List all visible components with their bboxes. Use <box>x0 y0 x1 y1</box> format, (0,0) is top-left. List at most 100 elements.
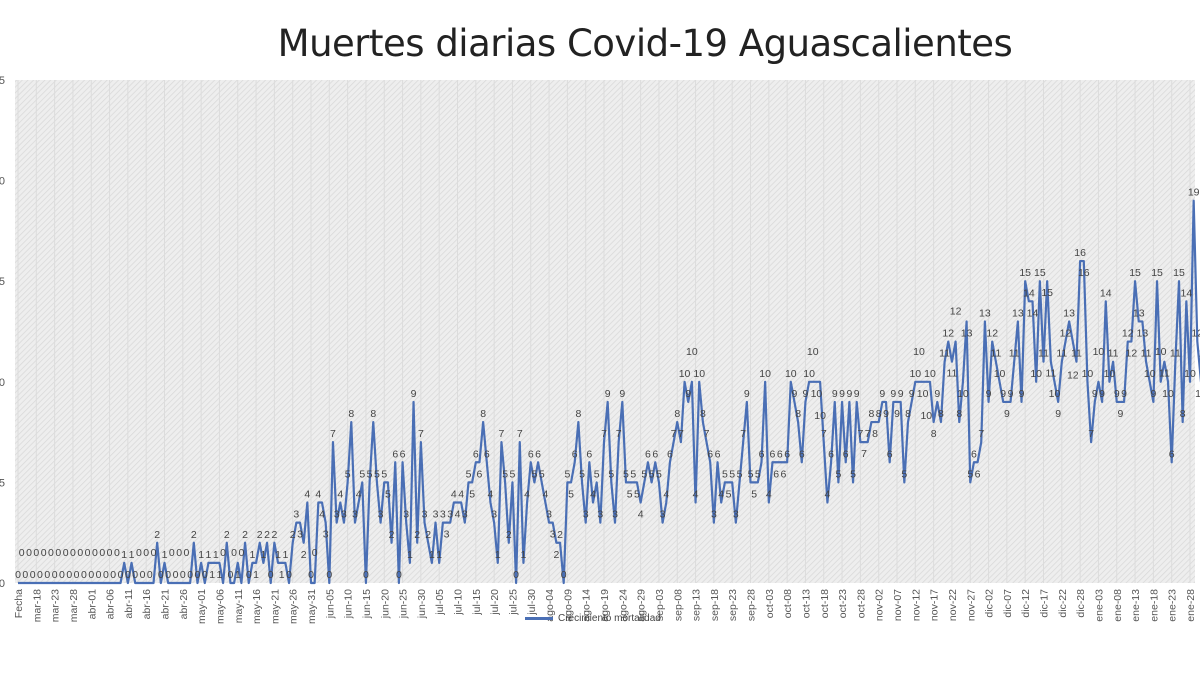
data-label: 0 <box>147 569 153 581</box>
data-label: 9 <box>411 388 417 400</box>
data-label: 1 <box>521 549 527 561</box>
data-label: 4 <box>542 489 548 501</box>
x-tick-label: ago-29 <box>636 589 648 622</box>
x-tick-label: may-01 <box>196 589 208 624</box>
data-label: 6 <box>667 448 673 460</box>
x-tick-label: jul-15 <box>471 589 483 616</box>
data-label: 9 <box>1117 408 1123 420</box>
data-label: 4 <box>524 489 530 501</box>
data-label: 4 <box>319 509 325 521</box>
data-label: 0 <box>88 569 94 581</box>
data-label: 6 <box>759 448 765 460</box>
data-label: 9 <box>1092 388 1098 400</box>
data-label: 0 <box>312 547 318 559</box>
data-label: 5 <box>469 488 475 500</box>
x-tick-label: ene-23 <box>1167 589 1179 622</box>
x-tick-label: ago-24 <box>617 589 629 622</box>
data-label: 9 <box>619 388 625 400</box>
data-label: 2 <box>154 529 160 541</box>
data-label: 0 <box>22 569 28 581</box>
data-label: 4 <box>488 489 494 501</box>
data-label: 0 <box>26 547 32 559</box>
data-label: 11 <box>1009 348 1020 360</box>
x-tick-label: dic-07 <box>1002 589 1014 618</box>
x-tick-label: nov-07 <box>892 589 904 621</box>
x-tick-label: jul-25 <box>507 589 519 616</box>
data-label: 5 <box>729 468 735 480</box>
data-label: 1 <box>429 549 435 561</box>
data-label: 13 <box>961 327 973 339</box>
data-label: 11 <box>1045 368 1056 380</box>
data-label: 6 <box>473 448 479 460</box>
data-label: 0 <box>151 547 157 559</box>
x-tick-label: abr-01 <box>86 589 98 620</box>
data-label: 1 <box>206 549 212 561</box>
data-label: 0 <box>63 547 69 559</box>
data-label: 1 <box>495 549 501 561</box>
data-label: 15 <box>1173 267 1185 279</box>
data-label: 3 <box>444 529 450 541</box>
data-label: 1 <box>282 549 288 561</box>
data-label: 9 <box>854 388 860 400</box>
x-tick-label: dic-17 <box>1039 589 1051 618</box>
data-label: 0 <box>140 569 146 581</box>
data-label: 4 <box>356 489 362 501</box>
data-label: 7 <box>978 428 984 440</box>
x-tick-label: abr-21 <box>160 589 172 620</box>
data-label: 0 <box>92 547 98 559</box>
data-label: 0 <box>187 569 193 581</box>
data-label: 0 <box>59 569 65 581</box>
data-label: 6 <box>392 448 398 460</box>
data-label: 10 <box>803 368 815 380</box>
data-label: 12 <box>1122 328 1134 340</box>
data-label: 6 <box>1169 448 1175 460</box>
x-tick-label: jun-25 <box>398 589 410 619</box>
x-tick-label: may-21 <box>269 589 281 624</box>
data-label: 5 <box>656 468 662 480</box>
x-tick-label: dic-28 <box>1075 589 1087 618</box>
data-label: 10 <box>1049 388 1061 400</box>
data-label: 5 <box>608 468 614 480</box>
data-label: 0 <box>396 569 402 581</box>
data-label: 4 <box>663 489 669 501</box>
data-label: 0 <box>308 569 314 581</box>
data-label: 5 <box>649 468 655 480</box>
data-label: 5 <box>967 468 973 480</box>
data-label: 6 <box>707 448 713 460</box>
data-label: 8 <box>575 408 581 420</box>
x-tick-label: ene-28 <box>1185 589 1197 622</box>
data-label: 5 <box>510 468 516 480</box>
data-label: 9 <box>832 388 838 400</box>
data-label: 7 <box>330 428 336 440</box>
data-label: 1 <box>121 549 127 561</box>
data-label: 11 <box>1056 348 1067 360</box>
data-label: 5 <box>502 468 508 480</box>
x-tick-label: abr-26 <box>178 589 190 620</box>
data-label: 0 <box>125 569 131 581</box>
data-label: 0 <box>173 569 179 581</box>
data-label: 6 <box>828 448 834 460</box>
data-label: 4 <box>451 489 457 501</box>
data-label: 0 <box>48 547 54 559</box>
data-label: 8 <box>905 408 911 420</box>
data-label: 15 <box>1019 267 1031 279</box>
data-label: 6 <box>586 448 592 460</box>
data-label: 9 <box>839 388 845 400</box>
data-label: 7 <box>857 428 863 440</box>
data-label: 0 <box>33 547 39 559</box>
data-label: 5 <box>901 468 907 480</box>
data-label: 4 <box>590 489 596 501</box>
x-tick-label: dic-22 <box>1057 589 1069 618</box>
x-tick-label: abr-16 <box>141 589 153 620</box>
data-label: 2 <box>290 529 296 541</box>
x-tick-label: jun-05 <box>324 589 336 619</box>
data-label: 5 <box>737 468 743 480</box>
data-label: 8 <box>700 408 706 420</box>
data-label: 0 <box>107 547 113 559</box>
data-label: 6 <box>477 468 483 480</box>
data-label: 7 <box>418 428 424 440</box>
data-label: 8 <box>876 408 882 420</box>
x-tick-label: may-16 <box>251 589 263 624</box>
data-label: 14 <box>1027 307 1039 319</box>
data-label: 9 <box>1008 388 1014 400</box>
